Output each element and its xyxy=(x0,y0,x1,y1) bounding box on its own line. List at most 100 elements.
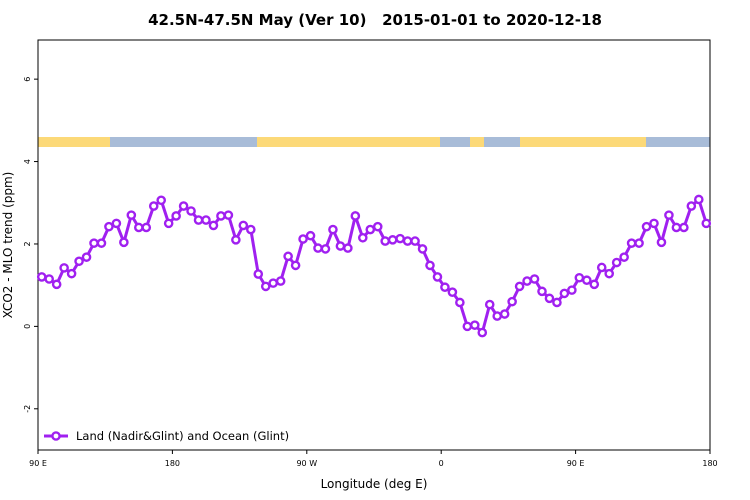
data-point xyxy=(178,201,189,211)
data-point xyxy=(544,293,555,304)
data-point xyxy=(514,281,525,292)
data-point xyxy=(477,327,488,338)
data-point xyxy=(328,224,338,235)
plot-frame xyxy=(37,39,711,451)
data-point xyxy=(664,210,674,220)
data-point xyxy=(596,262,607,273)
data-point xyxy=(619,252,629,262)
y-tick-label: 0 xyxy=(23,324,32,329)
data-point xyxy=(611,257,622,268)
land-ocean-strip xyxy=(38,137,710,147)
land-band xyxy=(257,137,440,147)
data-point xyxy=(484,299,495,310)
land-band xyxy=(470,137,484,147)
data-point xyxy=(305,230,316,241)
data-point xyxy=(440,282,450,293)
data-point xyxy=(343,243,353,253)
data-point xyxy=(253,269,264,279)
data-point xyxy=(96,238,107,248)
data-point xyxy=(268,278,279,288)
data-point xyxy=(357,232,368,243)
data-point xyxy=(156,195,166,206)
data-point xyxy=(298,234,308,244)
data-point xyxy=(387,235,398,245)
x-tick-label: 180 xyxy=(165,459,180,468)
data-point xyxy=(283,251,293,262)
data-point xyxy=(574,272,585,283)
data-point xyxy=(201,215,211,225)
data-point xyxy=(694,194,704,205)
data-point xyxy=(499,309,510,319)
x-tick-label: 180 xyxy=(702,459,717,468)
data-point xyxy=(59,263,69,273)
data-point xyxy=(245,224,256,235)
data-point xyxy=(141,222,152,233)
data-point xyxy=(626,238,637,248)
data-point xyxy=(290,260,301,271)
data-point xyxy=(350,211,361,221)
data-point xyxy=(656,237,667,248)
data-point xyxy=(567,285,577,295)
data-point xyxy=(604,268,615,279)
y-axis-label: XCO2 - MLO trend (ppm) xyxy=(1,172,15,319)
y-tick-label: -2 xyxy=(23,405,32,413)
data-point xyxy=(395,233,405,244)
data-point xyxy=(589,279,600,290)
data-point xyxy=(44,274,55,284)
data-point xyxy=(238,220,249,231)
x-tick-label: 90 E xyxy=(29,459,47,468)
data-point xyxy=(701,218,712,229)
data-point xyxy=(66,268,77,279)
chart-title: 42.5N-47.5N May (Ver 10) 2015-01-01 to 2… xyxy=(148,11,602,29)
data-point xyxy=(455,297,465,308)
data-point xyxy=(36,272,47,282)
data-point xyxy=(380,236,391,246)
data-point xyxy=(671,222,682,233)
land-band xyxy=(38,137,110,147)
x-tick-label: 90 W xyxy=(296,459,317,468)
data-point xyxy=(126,210,137,220)
y-tick-label: 6 xyxy=(23,77,32,82)
data-point xyxy=(537,286,547,297)
data-point xyxy=(425,260,435,271)
data-point xyxy=(432,272,443,282)
data-point xyxy=(74,256,84,267)
data-point xyxy=(193,215,204,225)
data-point xyxy=(335,241,346,251)
data-point xyxy=(634,238,644,248)
data-point xyxy=(649,218,659,229)
data-point xyxy=(365,224,376,235)
data-point xyxy=(163,218,174,229)
data-point xyxy=(507,296,517,307)
data-point xyxy=(208,220,219,231)
data-point xyxy=(313,243,323,253)
data-point xyxy=(231,235,241,245)
data-point xyxy=(686,201,697,211)
data-point xyxy=(372,221,383,232)
data-point xyxy=(492,311,503,321)
data-point xyxy=(320,244,331,254)
data-point xyxy=(552,297,562,308)
data-point xyxy=(417,244,428,254)
data-point xyxy=(104,221,114,232)
data-point xyxy=(223,210,234,220)
data-point xyxy=(216,211,226,221)
data-point xyxy=(447,287,458,297)
data-point xyxy=(148,201,159,211)
data-point xyxy=(51,279,62,290)
series-line xyxy=(41,196,708,336)
data-point xyxy=(275,276,286,286)
data-point xyxy=(81,252,92,262)
data-point xyxy=(559,288,570,299)
x-axis-label: Longitude (deg E) xyxy=(321,477,428,491)
data-point xyxy=(582,275,592,286)
data-point xyxy=(462,321,473,332)
data-point xyxy=(119,237,129,248)
x-tick-label: 90 E xyxy=(567,459,585,468)
data-point xyxy=(410,236,420,246)
data-point xyxy=(171,211,181,221)
data-point xyxy=(679,222,689,233)
legend-marker xyxy=(51,431,61,441)
data-point xyxy=(260,281,271,292)
legend-label: Land (Nadir&Glint) and Ocean (Glint) xyxy=(76,429,289,443)
